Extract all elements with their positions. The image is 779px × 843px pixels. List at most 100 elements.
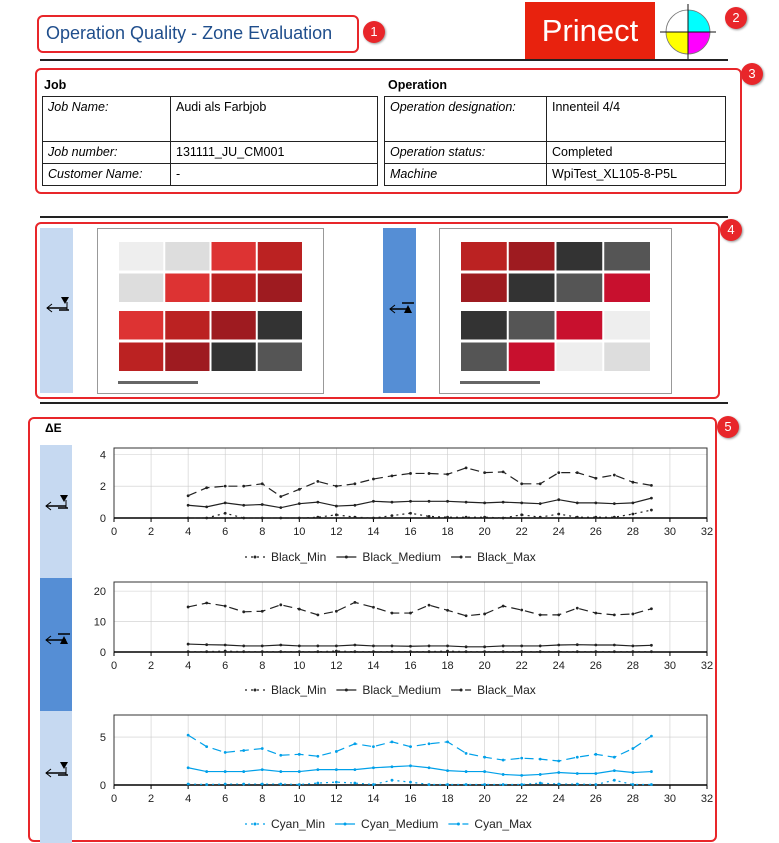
thumb-tile <box>257 311 302 340</box>
data-point <box>372 477 375 481</box>
data-point <box>205 745 209 749</box>
legend-label: Black_Medium <box>362 550 441 564</box>
sheet-top-side-icon <box>45 762 68 778</box>
data-point <box>650 483 653 487</box>
data-point <box>520 774 524 777</box>
data-point <box>650 734 653 738</box>
x-tick-label: 4 <box>185 793 191 805</box>
data-point <box>631 783 635 786</box>
data-point <box>557 512 561 516</box>
triangle <box>60 495 68 502</box>
data-point <box>427 650 431 654</box>
x-tick-label: 24 <box>553 793 565 805</box>
data-point <box>279 643 283 647</box>
x-tick-label: 28 <box>627 793 639 805</box>
data-point <box>501 500 505 504</box>
data-point <box>223 782 227 786</box>
sheet-top-side-icon <box>45 495 68 511</box>
data-point <box>594 476 598 480</box>
data-point <box>390 611 394 615</box>
data-point <box>223 750 227 754</box>
prinect-logo: Prinect <box>525 2 655 60</box>
data-point <box>409 764 412 768</box>
thumb-tile <box>165 242 210 271</box>
data-point <box>205 650 209 654</box>
data-point <box>427 472 431 475</box>
page-title: Operation Quality - Zone Evaluation <box>46 23 333 43</box>
data-point <box>279 603 283 607</box>
data-point <box>631 644 635 648</box>
data-point <box>279 516 283 520</box>
data-point <box>297 487 301 491</box>
data-point <box>409 499 412 503</box>
data-point <box>297 650 301 654</box>
data-point <box>575 643 579 647</box>
data-point <box>557 613 561 617</box>
data-point <box>520 513 524 517</box>
back-sheet-preview[interactable] <box>439 228 672 394</box>
thumb-tile <box>461 273 507 302</box>
data-point <box>594 752 598 756</box>
data-point <box>650 650 653 654</box>
data-point <box>223 484 227 488</box>
data-point <box>279 650 283 654</box>
thumb-tile <box>508 311 555 340</box>
thumb-tile <box>461 242 507 271</box>
data-point <box>464 466 468 470</box>
data-point <box>557 498 561 502</box>
y-tick-label: 0 <box>100 647 106 659</box>
data-point <box>446 499 449 503</box>
data-point <box>205 643 209 647</box>
data-point <box>650 643 653 647</box>
data-point <box>316 515 320 519</box>
data-point <box>260 768 264 772</box>
job-number-label: Job number: <box>42 141 171 164</box>
x-tick-label: 10 <box>293 660 305 672</box>
highlight-box-4 <box>35 222 720 399</box>
badge-5: 5 <box>717 416 739 438</box>
data-point <box>575 606 579 610</box>
thumb-tile <box>257 242 302 271</box>
data-point <box>483 471 487 475</box>
data-point <box>260 516 264 520</box>
data-point <box>297 783 301 786</box>
operation-table: Operation designation: Innenteil 4/4 Oper… <box>384 96 726 186</box>
data-point <box>594 650 598 654</box>
data-point <box>260 747 264 750</box>
data-point <box>372 745 375 749</box>
arrow-head <box>389 304 396 314</box>
data-point <box>483 501 487 505</box>
thumb-tile <box>556 311 603 340</box>
data-point <box>297 752 301 756</box>
customer-name-label: Customer Name: <box>42 163 171 186</box>
data-point <box>353 482 357 486</box>
badge-4: 4 <box>720 219 742 241</box>
data-point <box>427 742 431 746</box>
data-point <box>353 781 357 785</box>
data-point <box>186 516 190 520</box>
x-tick-label: 20 <box>479 793 491 805</box>
legend-marker <box>459 688 463 692</box>
thumb-tile <box>211 311 256 340</box>
data-point <box>223 649 227 653</box>
x-tick-label: 18 <box>441 660 453 672</box>
legend-label: Black_Max <box>477 550 536 564</box>
data-point <box>427 766 431 770</box>
data-point <box>260 650 264 654</box>
legend-marker <box>344 688 348 692</box>
data-point <box>446 783 449 786</box>
machine-value: WpiTest_XL105-8-P5L <box>546 163 726 186</box>
data-point <box>223 511 227 515</box>
x-tick-label: 24 <box>553 660 565 672</box>
front-sheet-preview[interactable] <box>97 228 324 394</box>
data-point <box>242 484 246 488</box>
legend-marker <box>343 822 347 826</box>
legend-label: Black_Min <box>271 550 326 564</box>
data-point <box>316 650 320 654</box>
data-point <box>279 495 283 498</box>
x-tick-label: 14 <box>367 660 379 672</box>
data-point <box>650 607 653 611</box>
data-point <box>390 644 394 648</box>
data-point <box>242 610 246 614</box>
data-point <box>557 471 561 475</box>
